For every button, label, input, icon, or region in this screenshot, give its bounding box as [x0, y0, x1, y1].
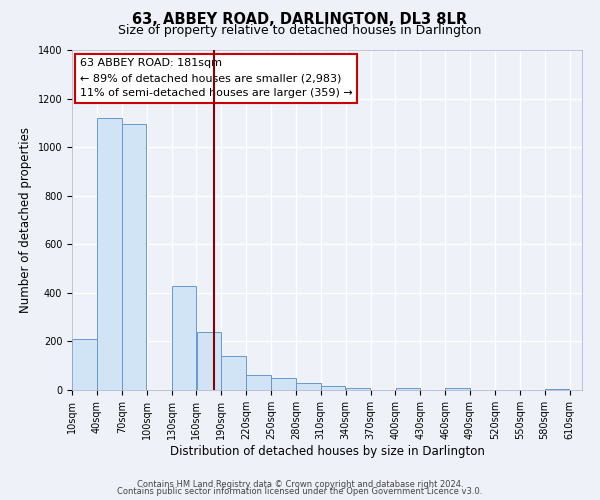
Text: Contains HM Land Registry data © Crown copyright and database right 2024.: Contains HM Land Registry data © Crown c… [137, 480, 463, 489]
X-axis label: Distribution of detached houses by size in Darlington: Distribution of detached houses by size … [170, 444, 484, 458]
Bar [122, 124, 146, 390]
Bar [445, 388, 470, 390]
Bar [346, 388, 370, 390]
Bar [395, 388, 420, 390]
Text: 63, ABBEY ROAD, DARLINGTON, DL3 8LR: 63, ABBEY ROAD, DARLINGTON, DL3 8LR [133, 12, 467, 28]
Y-axis label: Number of detached properties: Number of detached properties [19, 127, 32, 313]
Bar [221, 356, 246, 390]
Bar [321, 386, 346, 390]
Bar [197, 332, 221, 390]
Bar [97, 118, 122, 390]
Bar [72, 339, 97, 390]
Text: 63 ABBEY ROAD: 181sqm
← 89% of detached houses are smaller (2,983)
11% of semi-d: 63 ABBEY ROAD: 181sqm ← 89% of detached … [80, 58, 352, 98]
Bar [545, 389, 569, 390]
Bar [271, 378, 296, 390]
Bar [247, 376, 271, 390]
Text: Size of property relative to detached houses in Darlington: Size of property relative to detached ho… [118, 24, 482, 37]
Bar [172, 286, 196, 390]
Text: Contains public sector information licensed under the Open Government Licence v3: Contains public sector information licen… [118, 487, 482, 496]
Bar [296, 382, 320, 390]
